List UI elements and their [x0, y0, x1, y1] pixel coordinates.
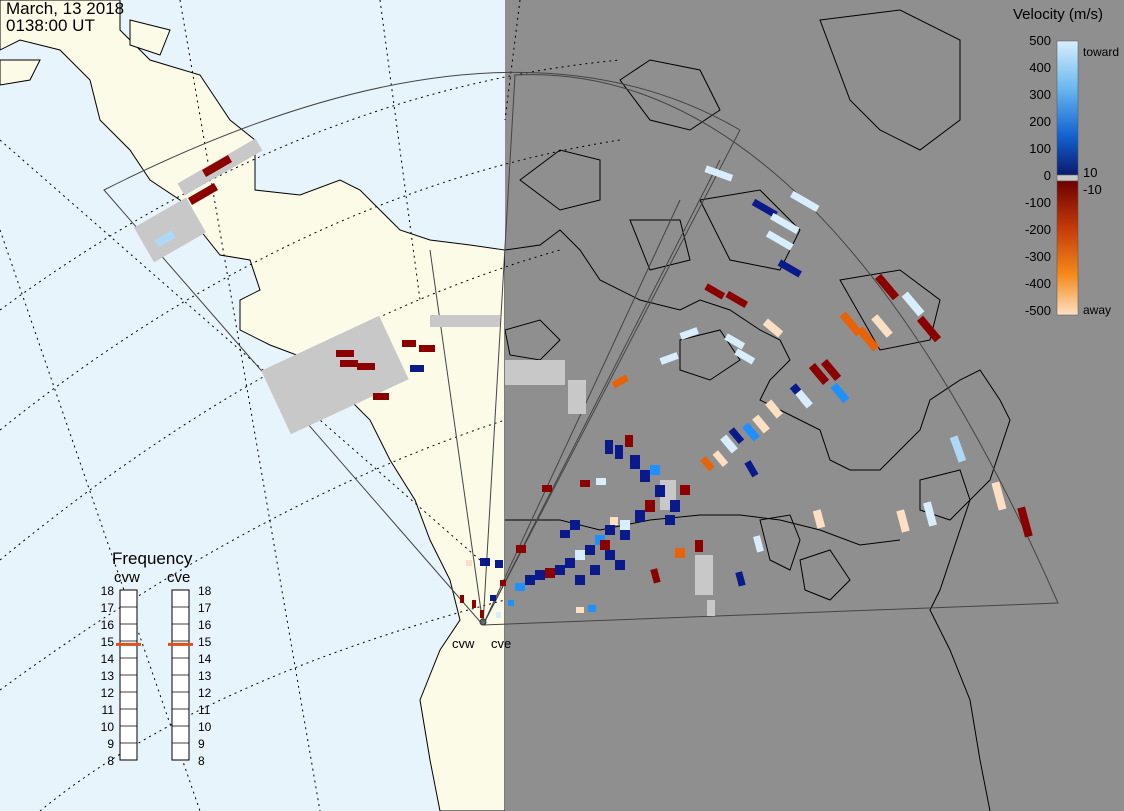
landmass-day — [0, 0, 506, 811]
legend-tick-400: 400 — [1029, 60, 1051, 75]
radar-site-marker — [479, 618, 487, 626]
frequency-scale-right-14: 14 — [198, 652, 212, 666]
frequency-title: Frequency — [112, 549, 193, 568]
legend-toward-label: toward — [1083, 45, 1120, 59]
frequency-scale-left-14: 14 — [100, 652, 114, 666]
radar-label-cve: cve — [491, 636, 512, 651]
frequency-scale-left-8: 8 — [107, 754, 114, 768]
radar-label-cvw: cvw — [452, 636, 475, 651]
legend-away-label: away — [1083, 303, 1112, 317]
frequency-col-cvw: cvw — [114, 569, 140, 586]
frequency-scale-right-18: 18 — [198, 584, 212, 598]
night-shading — [505, 0, 1124, 811]
frequency-marker-cve — [168, 642, 193, 646]
frequency-scale-right-12: 12 — [198, 686, 212, 700]
frequency-scale-left-12: 12 — [100, 686, 114, 700]
frequency-scale-left-11: 11 — [101, 703, 114, 717]
frequency-col-cve: cve — [167, 569, 191, 586]
date-label: March, 13 2018 — [6, 0, 125, 18]
frequency-scale-right-11: 11 — [198, 703, 211, 717]
legend-tick-neg10: -10 — [1083, 182, 1102, 197]
frequency-scale-right-9: 9 — [198, 737, 205, 751]
frequency-scale-right-13: 13 — [198, 669, 212, 683]
velocity-colorbar — [1056, 40, 1079, 316]
time-label: 0138:00 UT — [6, 16, 95, 35]
ground-scatter-cells — [134, 138, 715, 616]
legend-tick-200: 200 — [1029, 114, 1051, 129]
frequency-scale-right-15: 15 — [198, 635, 212, 649]
frequency-scale-left-15: 15 — [100, 635, 114, 649]
legend-tick-neg100: -100 — [1024, 195, 1051, 210]
legend-tick-neg500: -500 — [1024, 303, 1051, 318]
legend-tick-neg200: -200 — [1024, 222, 1051, 237]
legend-tick-100: 100 — [1029, 141, 1051, 156]
frequency-scale-right-10: 10 — [198, 720, 212, 734]
velocity-cells — [154, 155, 1033, 618]
frequency-scale-left-10: 10 — [100, 720, 114, 734]
frequency-scale-right-8: 8 — [198, 754, 205, 768]
legend-tick-neg300: -300 — [1024, 249, 1051, 264]
legend-tick-10: 10 — [1083, 165, 1098, 180]
frequency-scale-left-9: 9 — [107, 737, 114, 751]
landmass-night-outline — [504, 9, 1011, 811]
frequency-scale-left-17: 17 — [100, 601, 114, 615]
frequency-scale-right-16: 16 — [198, 618, 212, 632]
frequency-scale-left-16: 16 — [100, 618, 114, 632]
legend-tick-0: 0 — [1043, 168, 1051, 183]
legend-title: Velocity (m/s) — [1013, 6, 1104, 23]
graticule — [0, 0, 621, 811]
frequency-gauges — [119, 589, 190, 761]
legend-tick-300: 300 — [1029, 87, 1051, 102]
frequency-scale-left-13: 13 — [100, 669, 114, 683]
frequency-scale-left-18: 18 — [100, 584, 114, 598]
legend-tick-500: 500 — [1029, 33, 1051, 48]
frequency-marker-cvw — [116, 642, 141, 646]
frequency-scale-right-17: 17 — [198, 601, 212, 615]
legend-tick-neg400: -400 — [1024, 276, 1051, 291]
